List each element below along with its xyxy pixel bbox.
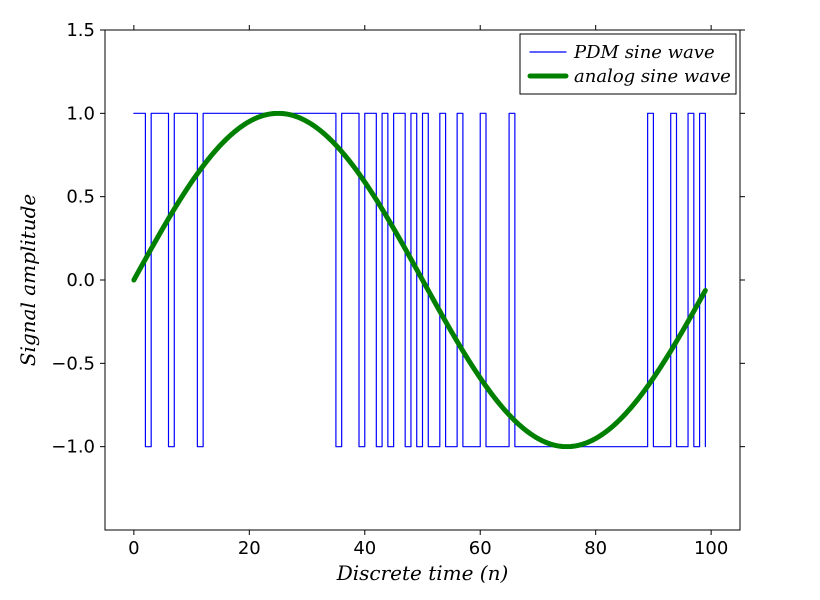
legend-label: analog sine wave — [574, 66, 731, 87]
chart-container: 0 20 40 60 80 100 −1.0 −0.5 0.0 0.5 1.0 1.5 Discre… — [0, 0, 820, 600]
svg-text:20: 20 — [238, 538, 261, 559]
svg-text:0.0: 0.0 — [66, 270, 95, 291]
svg-text:80: 80 — [584, 538, 607, 559]
svg-text:−1.0: −1.0 — [51, 437, 95, 458]
svg-text:0.5: 0.5 — [66, 187, 95, 208]
svg-text:100: 100 — [694, 538, 728, 559]
legend-label: PDM sine wave — [573, 42, 715, 63]
svg-text:−0.5: −0.5 — [51, 353, 95, 374]
svg-text:1.5: 1.5 — [66, 20, 95, 41]
svg-text:0: 0 — [128, 538, 139, 559]
y-axis-label: Signal amplitude — [16, 194, 40, 367]
svg-text:1.0: 1.0 — [66, 103, 95, 124]
chart-legend: PDM sine wave analog sine wave — [520, 34, 736, 94]
svg-text:60: 60 — [469, 538, 492, 559]
x-axis-label: Discrete time (n) — [336, 561, 509, 585]
svg-text:40: 40 — [353, 538, 376, 559]
chart-svg: 0 20 40 60 80 100 −1.0 −0.5 0.0 0.5 1.0 1.5 Discre… — [0, 0, 820, 600]
